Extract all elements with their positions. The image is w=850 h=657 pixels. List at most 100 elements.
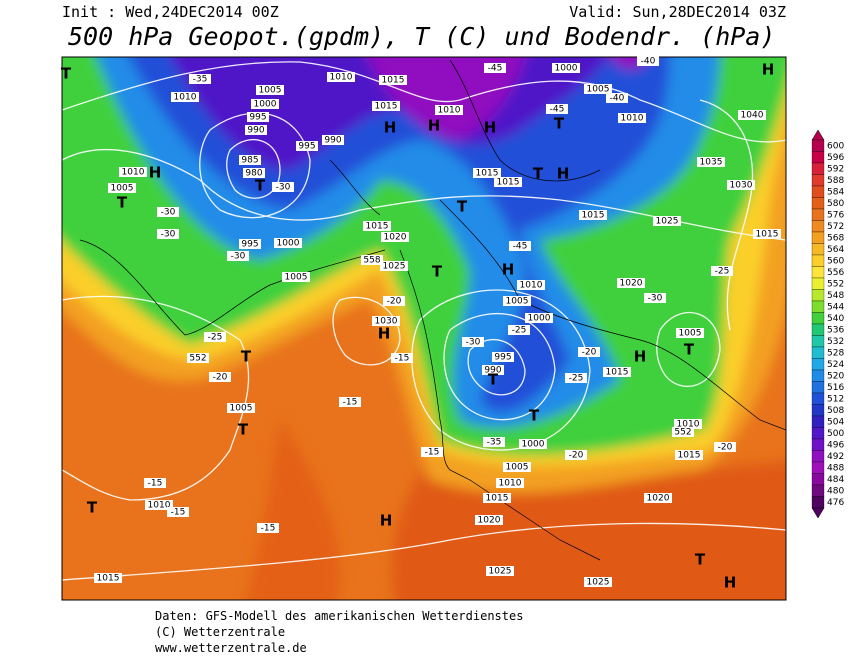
contour-label: 1015	[97, 574, 120, 584]
contour-label: 995	[494, 353, 511, 363]
colorbar-cell	[811, 289, 825, 302]
contour-label: -45	[550, 105, 565, 115]
contour-label: 1010	[621, 114, 644, 124]
label-box	[204, 332, 226, 342]
contour-label: 1005	[506, 463, 529, 473]
contour-label: -30	[231, 252, 246, 262]
contour-label: 1005	[259, 86, 282, 96]
pressure-center: H	[484, 119, 497, 137]
label-box	[372, 316, 400, 326]
pressure-center: T	[87, 499, 98, 517]
colorbar-cell	[811, 496, 825, 509]
label-box	[239, 155, 261, 165]
contour-label: -35	[487, 438, 502, 448]
contour-label: 1005	[230, 404, 253, 414]
colorbar-label: 548	[827, 291, 844, 301]
label-box	[383, 296, 405, 306]
contour-label: 552	[674, 428, 691, 438]
pressure-center: T	[554, 115, 565, 133]
label-box	[145, 500, 173, 510]
contour-label: 1015	[497, 178, 520, 188]
colorbar-label: 484	[827, 475, 844, 485]
colorbar-label: 592	[827, 164, 844, 174]
colorbar-cell	[811, 243, 825, 256]
label-box	[227, 403, 255, 413]
colorbar-label: 540	[827, 314, 844, 324]
contour-label: -25	[715, 267, 730, 277]
label-box	[475, 515, 503, 525]
contour-label: 990	[324, 136, 341, 146]
colorbar-cell	[811, 139, 825, 152]
label-box	[492, 352, 514, 362]
contour-label: 1035	[700, 158, 723, 168]
label-box	[391, 353, 413, 363]
colorbar-cell	[811, 415, 825, 428]
label-box	[227, 251, 249, 261]
label-box	[363, 221, 391, 231]
label-box	[617, 278, 645, 288]
colorbar-label: 508	[827, 406, 844, 416]
colorbar-cell	[811, 369, 825, 382]
colorbar-cell	[811, 473, 825, 486]
map-frame	[61, 56, 787, 601]
label-box	[578, 347, 600, 357]
label-box	[421, 447, 443, 457]
contour-label: -25	[208, 333, 223, 343]
contour-label: 990	[484, 366, 501, 376]
contour-label: -25	[512, 326, 527, 336]
pressure-center: T	[684, 341, 695, 359]
contour-label: -45	[513, 242, 528, 252]
label-box	[509, 241, 531, 251]
pressure-center: T	[255, 177, 266, 195]
pressure-center: H	[149, 164, 162, 182]
contour-label: 1030	[730, 181, 753, 191]
colorbar-label: 476	[827, 498, 844, 508]
contour-label: -20	[213, 373, 228, 383]
contour-label: 1040	[741, 111, 764, 121]
label-box	[546, 104, 568, 114]
label-box	[494, 177, 522, 187]
label-box	[676, 328, 704, 338]
label-box	[486, 566, 514, 576]
contour-label: 1025	[656, 217, 679, 227]
colorbar-cell	[811, 346, 825, 359]
pressure-center: T	[241, 348, 252, 366]
contour-label: 1000	[528, 314, 551, 324]
colorbar-cell	[811, 231, 825, 244]
contour-label: 1005	[506, 297, 529, 307]
colorbar-cell	[811, 461, 825, 474]
colorbar-label: 552	[827, 279, 844, 289]
label-box	[606, 93, 628, 103]
contour-label: -15	[395, 354, 410, 364]
label-box	[483, 437, 505, 447]
contour-label: -15	[261, 524, 276, 534]
colorbar-cell	[811, 381, 825, 394]
contour-label: -45	[488, 64, 503, 74]
contour-label: 1010	[438, 106, 461, 116]
contour-label: 1015	[606, 368, 629, 378]
pressure-center: H	[634, 348, 647, 366]
colorbar-label: 600	[827, 141, 844, 151]
colorbar-cell	[811, 335, 825, 348]
label-box	[251, 99, 279, 109]
label-box	[653, 216, 681, 226]
contour-label: 1010	[330, 73, 353, 83]
contour-label: -15	[343, 398, 358, 408]
label-box	[274, 238, 302, 248]
colorbar-label: 520	[827, 371, 844, 381]
label-box	[482, 365, 504, 375]
colorbar-label: 500	[827, 429, 844, 439]
colorbar-label: 532	[827, 337, 844, 347]
pressure-center: H	[557, 165, 570, 183]
colorbar-label: 580	[827, 199, 844, 209]
contour-label: 1015	[756, 230, 779, 240]
valid-time: Valid: Sun,28DEC2014 03Z	[569, 3, 786, 21]
contour-label: -20	[718, 443, 733, 453]
contour-label: 1005	[587, 85, 610, 95]
label-box	[94, 573, 122, 583]
colorbar-cell	[811, 162, 825, 175]
contour-label: 1025	[489, 567, 512, 577]
contour-label: 1000	[522, 440, 545, 450]
contour-label: 1000	[277, 239, 300, 249]
colorbar-cell	[811, 197, 825, 210]
